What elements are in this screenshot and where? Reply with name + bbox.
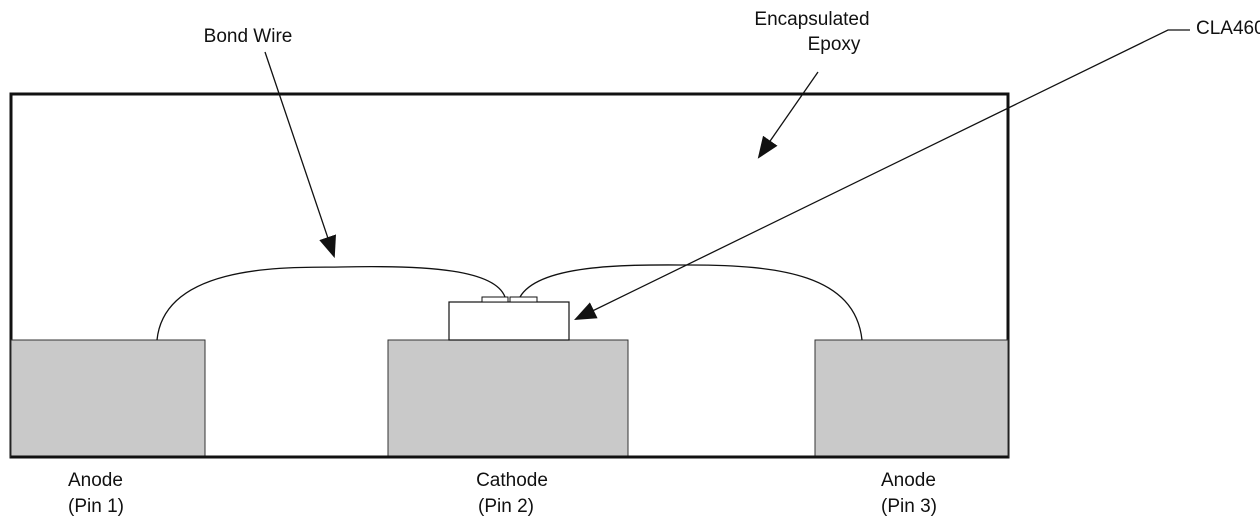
die: [448, 301, 570, 341]
pin-number: (Pin 3): [881, 496, 937, 517]
die-label: CLA4609-086LF Die: [1196, 18, 1260, 39]
leader-arrow: [757, 71, 819, 159]
epoxy-label: Encapsulated: [754, 9, 869, 30]
die-bond-pad: [509, 296, 538, 303]
epoxy-label: Epoxy: [808, 34, 861, 55]
die-bond-pad: [481, 296, 509, 303]
pad-pin-2: [387, 339, 629, 458]
pad-pin-1: [10, 339, 206, 458]
bond-wire: [519, 264, 863, 341]
pin-number: (Pin 1): [68, 496, 124, 517]
pin-name: Anode: [68, 470, 123, 491]
pad-pin-3: [814, 339, 1009, 458]
pin-number: (Pin 2): [478, 496, 534, 517]
pin-name: Cathode: [476, 470, 548, 491]
leader-arrow: [264, 51, 336, 259]
bond-wire: [156, 265, 506, 341]
leader-arrow: [574, 29, 1190, 320]
bond-wire-label: Bond Wire: [204, 26, 293, 47]
pin-name: Anode: [881, 470, 936, 491]
